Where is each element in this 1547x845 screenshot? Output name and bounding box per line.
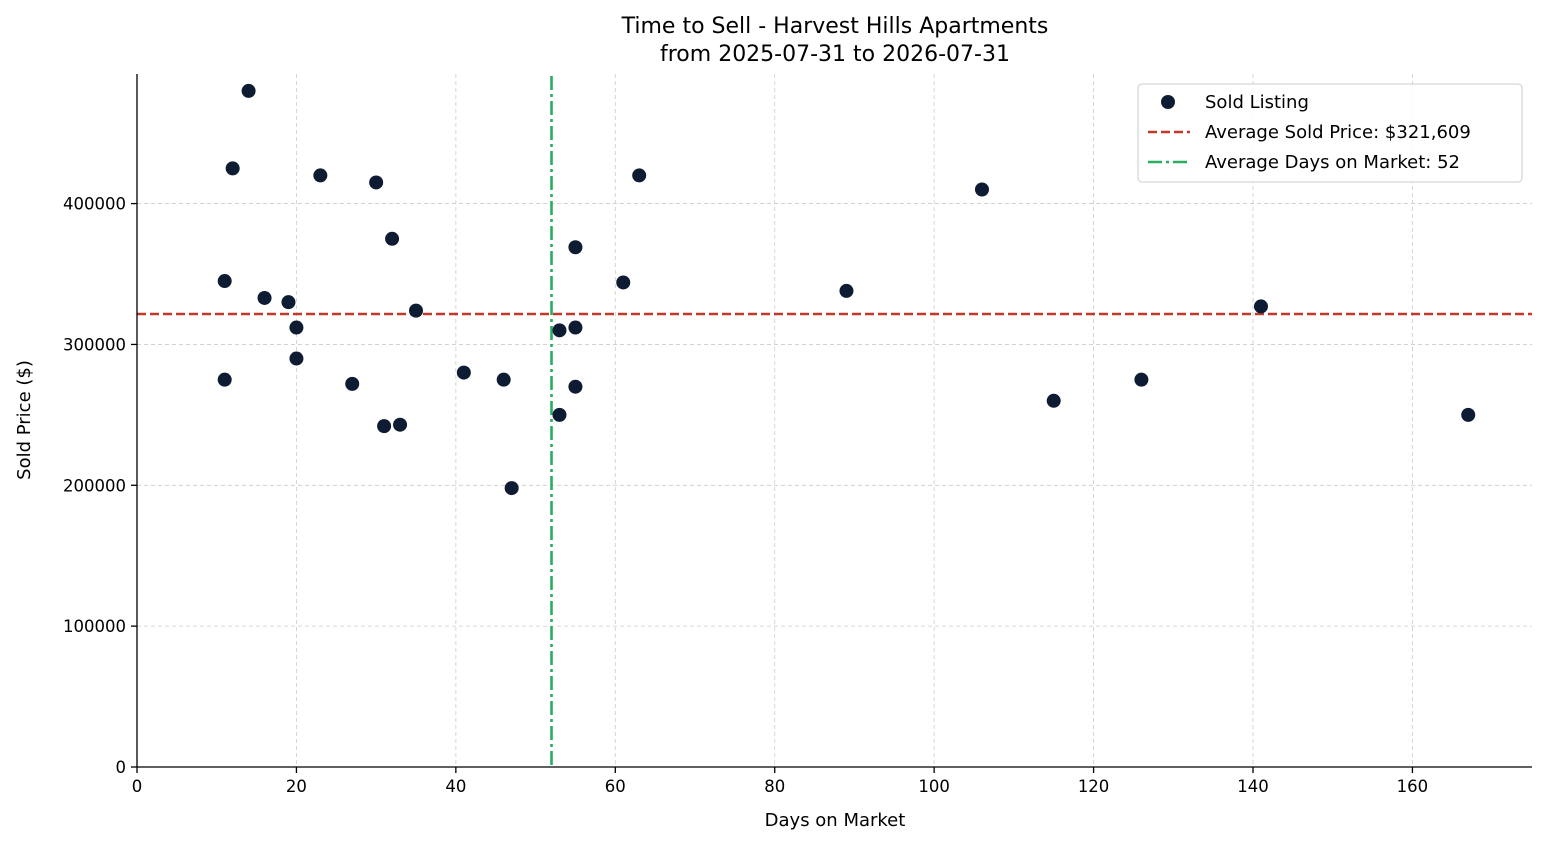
x-tick-label: 40: [445, 777, 466, 796]
legend-label: Average Days on Market: 52: [1205, 152, 1460, 173]
data-point: [552, 407, 567, 422]
data-point: [217, 372, 232, 387]
data-point: [504, 481, 519, 496]
x-tick-label: 0: [132, 777, 143, 796]
chart-subtitle: from 2025-07-31 to 2026-07-31: [660, 42, 1010, 67]
x-tick-label: 120: [1078, 777, 1110, 796]
data-point: [385, 231, 400, 246]
x-tick-label: 20: [286, 777, 307, 796]
data-point: [1134, 372, 1149, 387]
data-point: [369, 175, 384, 190]
y-tick-label: 300000: [63, 335, 126, 354]
data-point: [409, 303, 423, 318]
y-tick-label: 100000: [63, 617, 126, 636]
data-point: [313, 168, 328, 183]
data-point: [281, 295, 296, 310]
chart-title: Time to Sell - Harvest Hills Apartments: [621, 14, 1049, 39]
data-point: [568, 379, 583, 394]
data-point: [289, 351, 304, 366]
data-point: [616, 275, 631, 290]
legend-label: Sold Listing: [1205, 92, 1309, 113]
legend: Sold Listing Average Sold Price: $321,609…: [1137, 83, 1523, 183]
reference-lines: [137, 76, 1532, 767]
data-point: [217, 274, 232, 289]
data-point: [225, 161, 240, 176]
data-point: [345, 376, 360, 391]
data-point: [839, 283, 854, 298]
x-tick-label: 60: [605, 777, 626, 796]
y-tick-label: 400000: [63, 195, 126, 214]
legend-box: [1137, 83, 1523, 183]
data-point: [393, 417, 408, 432]
data-point: [257, 290, 272, 305]
axes: 0 20 40 60 80 100 120 140 160 0 100000 200000 300000…: [63, 74, 1532, 796]
data-point: [552, 323, 567, 338]
y-tick-label: 200000: [63, 476, 126, 495]
y-tick-label: 0: [116, 758, 127, 777]
legend-marker: [1161, 95, 1175, 109]
x-tick-label: 80: [764, 777, 785, 796]
data-point: [1253, 299, 1268, 314]
data-point: [496, 372, 511, 387]
data-point: [289, 320, 304, 335]
data-point: [1046, 393, 1061, 408]
data-point: [568, 240, 583, 255]
legend-label: Average Sold Price: $321,609: [1205, 122, 1471, 143]
data-point: [974, 182, 989, 197]
x-tick-label: 100: [918, 777, 950, 796]
data-point: [1461, 407, 1476, 422]
data-point: [632, 168, 647, 183]
x-tick-label: 140: [1237, 777, 1269, 796]
data-points: [217, 83, 1476, 496]
y-axis-label: Sold Price ($): [14, 360, 35, 480]
data-point: [568, 320, 583, 335]
x-tick-label: 160: [1397, 777, 1429, 796]
data-point: [456, 365, 471, 380]
data-point: [377, 419, 392, 434]
x-axis-label: Days on Market: [765, 810, 906, 831]
grid-lines: [137, 74, 1532, 767]
data-point: [241, 83, 256, 98]
